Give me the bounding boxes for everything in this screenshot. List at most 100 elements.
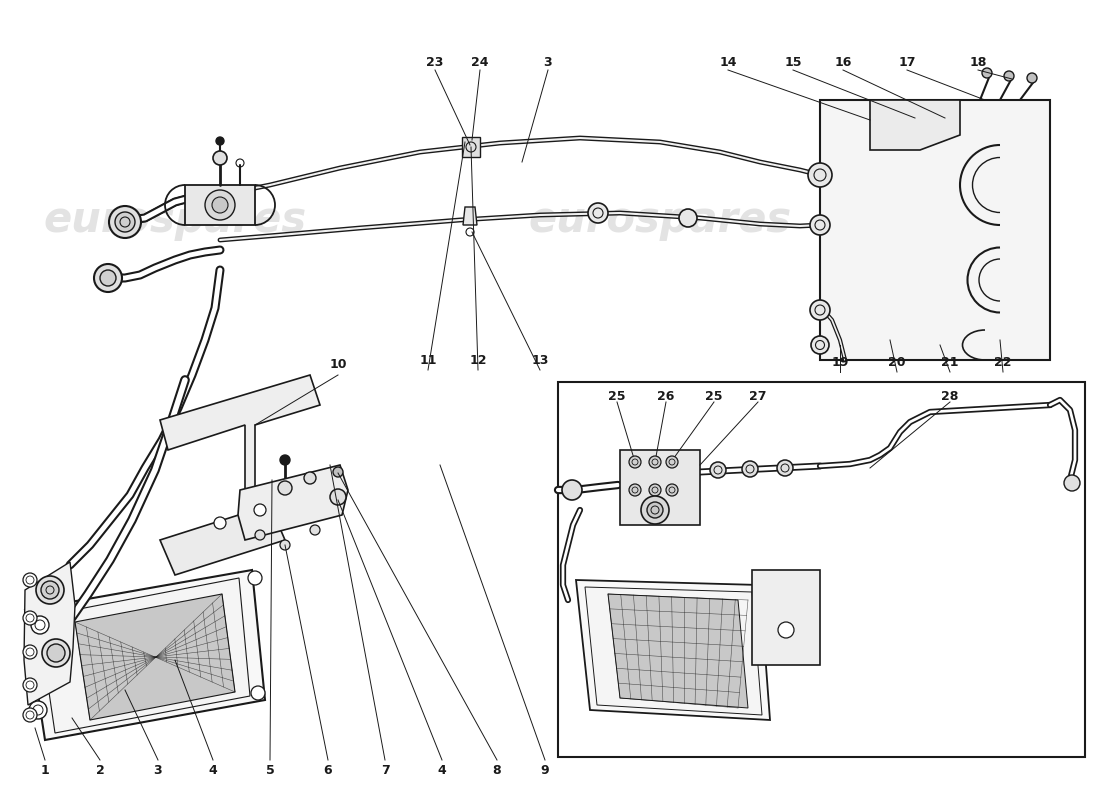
Text: eurospares: eurospares: [563, 546, 757, 574]
Text: 23: 23: [427, 55, 443, 69]
Circle shape: [649, 456, 661, 468]
Circle shape: [109, 206, 141, 238]
Circle shape: [1004, 71, 1014, 81]
Circle shape: [47, 644, 65, 662]
Text: 3: 3: [154, 763, 163, 777]
Polygon shape: [185, 185, 255, 225]
Circle shape: [23, 645, 37, 659]
Circle shape: [1064, 475, 1080, 491]
Polygon shape: [576, 580, 770, 720]
Circle shape: [278, 481, 292, 495]
Text: 24: 24: [471, 55, 488, 69]
Text: 26: 26: [658, 390, 674, 403]
Circle shape: [213, 151, 227, 165]
Text: 25: 25: [608, 390, 626, 403]
Circle shape: [777, 460, 793, 476]
Polygon shape: [870, 100, 960, 150]
Polygon shape: [238, 465, 348, 540]
Circle shape: [629, 484, 641, 496]
Circle shape: [333, 467, 343, 477]
Text: 21: 21: [942, 355, 959, 369]
Circle shape: [36, 576, 64, 604]
Circle shape: [641, 496, 669, 524]
Circle shape: [254, 504, 266, 516]
Bar: [558, 382, 1085, 757]
Text: 3: 3: [543, 55, 552, 69]
Circle shape: [666, 484, 678, 496]
Polygon shape: [75, 594, 235, 720]
Text: 18: 18: [969, 55, 987, 69]
Circle shape: [562, 480, 582, 500]
Text: 15: 15: [784, 55, 802, 69]
Circle shape: [216, 137, 224, 145]
Polygon shape: [820, 100, 1050, 360]
Circle shape: [29, 701, 47, 719]
Text: 12: 12: [470, 354, 486, 366]
Text: 9: 9: [541, 763, 549, 777]
Circle shape: [811, 336, 829, 354]
Circle shape: [23, 678, 37, 692]
Polygon shape: [608, 594, 748, 708]
Circle shape: [251, 686, 265, 700]
Circle shape: [280, 455, 290, 465]
Text: 28: 28: [942, 390, 959, 403]
Circle shape: [629, 456, 641, 468]
Polygon shape: [620, 450, 700, 525]
Circle shape: [742, 461, 758, 477]
Circle shape: [330, 489, 346, 505]
Text: 7: 7: [381, 763, 389, 777]
Circle shape: [778, 622, 794, 638]
Polygon shape: [463, 207, 477, 225]
Polygon shape: [25, 570, 265, 740]
Circle shape: [214, 517, 225, 529]
Circle shape: [679, 209, 697, 227]
Bar: [462, 137, 480, 157]
Text: 8: 8: [493, 763, 502, 777]
Circle shape: [710, 462, 726, 478]
Polygon shape: [24, 562, 75, 705]
Circle shape: [1027, 73, 1037, 83]
Text: 27: 27: [749, 390, 767, 403]
Circle shape: [982, 68, 992, 78]
Circle shape: [100, 270, 116, 286]
Text: 2: 2: [96, 763, 104, 777]
Circle shape: [41, 581, 59, 599]
Circle shape: [810, 300, 830, 320]
Polygon shape: [585, 587, 762, 715]
Text: 4: 4: [209, 763, 218, 777]
Circle shape: [116, 212, 135, 232]
Text: 6: 6: [323, 763, 332, 777]
Text: 19: 19: [832, 355, 849, 369]
Text: 5: 5: [265, 763, 274, 777]
Circle shape: [808, 163, 832, 187]
Circle shape: [280, 540, 290, 550]
Circle shape: [248, 571, 262, 585]
Text: 25: 25: [705, 390, 723, 403]
Circle shape: [588, 203, 608, 223]
Text: eurospares: eurospares: [43, 199, 307, 241]
Text: eurospares: eurospares: [528, 199, 792, 241]
Polygon shape: [752, 570, 820, 665]
Circle shape: [23, 708, 37, 722]
Circle shape: [94, 264, 122, 292]
Circle shape: [255, 530, 265, 540]
Circle shape: [42, 639, 70, 667]
Circle shape: [649, 484, 661, 496]
Text: 20: 20: [889, 355, 905, 369]
Text: 22: 22: [994, 355, 1012, 369]
Polygon shape: [160, 375, 320, 508]
Polygon shape: [39, 578, 250, 733]
Text: 13: 13: [531, 354, 549, 366]
Text: 11: 11: [419, 354, 437, 366]
Circle shape: [23, 573, 37, 587]
Circle shape: [310, 525, 320, 535]
Circle shape: [205, 190, 235, 220]
Text: 1: 1: [41, 763, 50, 777]
Circle shape: [23, 611, 37, 625]
Text: 17: 17: [899, 55, 915, 69]
Text: 14: 14: [719, 55, 737, 69]
Text: eurospares: eurospares: [793, 546, 987, 574]
Circle shape: [810, 215, 830, 235]
Polygon shape: [160, 505, 285, 575]
Circle shape: [31, 616, 50, 634]
